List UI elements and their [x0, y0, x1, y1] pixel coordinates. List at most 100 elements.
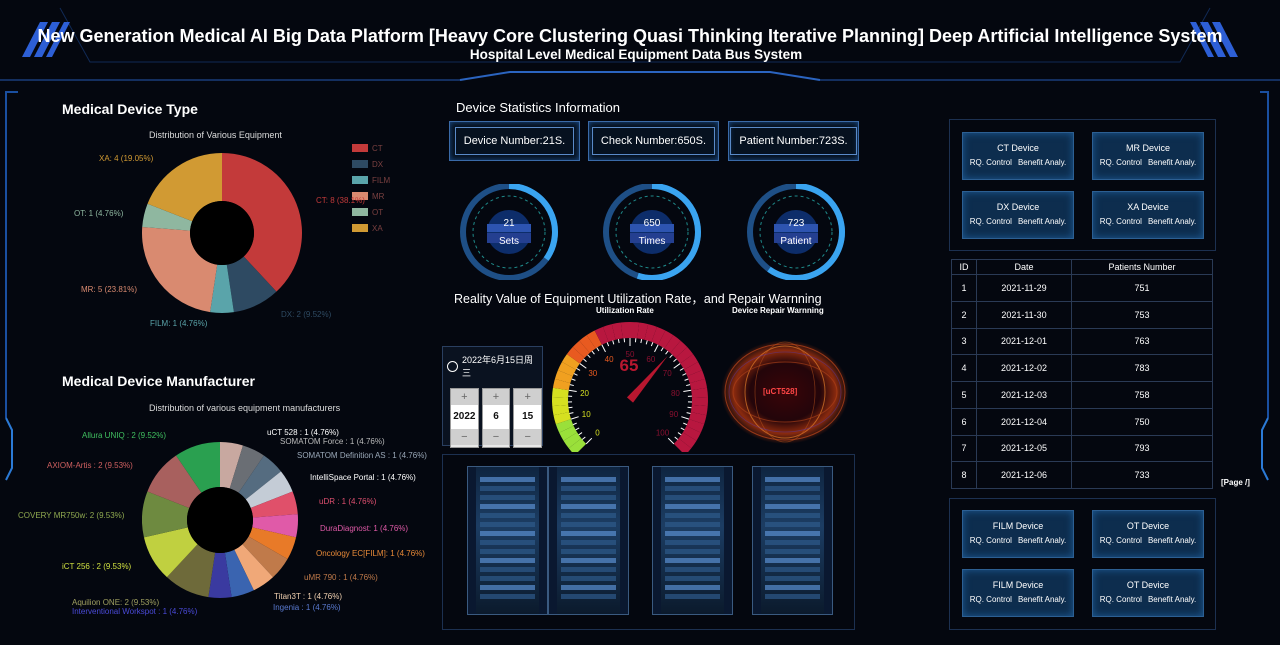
- manufacturer-slice[interactable]: [252, 514, 298, 538]
- device-type-slice[interactable]: [226, 256, 277, 313]
- manufacturer-slice[interactable]: [142, 491, 190, 538]
- manufacturer-slice[interactable]: [238, 455, 281, 500]
- manufacturer-label: uMR 790 : 1 (4.76%): [304, 573, 378, 582]
- manufacturer-slice[interactable]: [250, 491, 298, 518]
- manufacturer-slice[interactable]: [242, 536, 288, 578]
- server-rack-image: [548, 466, 629, 615]
- rq-control-link[interactable]: RQ. Control: [969, 536, 1012, 545]
- month-value[interactable]: 6: [482, 405, 510, 429]
- table-row[interactable]: 2 2021-11-30 753: [951, 300, 1213, 329]
- rq-control-link[interactable]: RQ. Control: [1099, 595, 1142, 604]
- benefit-analysis-link[interactable]: Benefit Analy.: [1017, 536, 1067, 545]
- manufacturer-slice[interactable]: [245, 471, 293, 508]
- device-type-slice[interactable]: [142, 203, 193, 231]
- rq-control-link[interactable]: RQ. Control: [969, 217, 1012, 226]
- legend-item[interactable]: DX: [352, 156, 390, 172]
- device-type-slice[interactable]: [142, 227, 218, 313]
- manufacturer-slice[interactable]: [143, 527, 198, 578]
- cell-patients: 783: [1071, 354, 1213, 382]
- device-type-slice[interactable]: [210, 264, 234, 313]
- year-spinner[interactable]: +2022−: [450, 388, 479, 448]
- stat-gauge-value: 21: [503, 218, 515, 229]
- rq-control-link[interactable]: RQ. Control: [969, 158, 1012, 167]
- device-card[interactable]: XA Device RQ. Control Benefit Analy.: [1092, 191, 1204, 239]
- cell-patients: 753: [1071, 300, 1213, 329]
- legend-item[interactable]: OT: [352, 204, 390, 220]
- manufacturer-slice[interactable]: [229, 445, 264, 493]
- rq-control-link[interactable]: RQ. Control: [969, 595, 1012, 604]
- manufacturer-slice[interactable]: [176, 442, 220, 493]
- manufacturer-label: Interventional Workspot : 1 (4.76%): [72, 607, 198, 616]
- side-frame: [5, 91, 1269, 481]
- date-picker[interactable]: 2022年6月15日周三 +2022− +6− +15−: [442, 346, 543, 448]
- table-row[interactable]: 7 2021-12-05 793: [951, 434, 1213, 463]
- cell-patients: 751: [1071, 274, 1213, 302]
- cell-date: 2021-12-04: [976, 407, 1072, 436]
- benefit-analysis-link[interactable]: Benefit Analy.: [1147, 158, 1197, 167]
- device-card[interactable]: MR Device RQ. Control Benefit Analy.: [1092, 132, 1204, 180]
- year-plus-button[interactable]: +: [451, 389, 478, 405]
- manufacturer-slice[interactable]: [248, 527, 297, 559]
- legend-label: FILM: [372, 175, 391, 185]
- gauge-tick-label: 30: [588, 369, 597, 378]
- header-frame: [0, 7, 1280, 81]
- table-row[interactable]: 4 2021-12-02 783: [951, 354, 1213, 382]
- legend-item[interactable]: FILM: [352, 172, 390, 188]
- device-card-name: MR Device: [1125, 143, 1170, 153]
- gauge-tick-label: 0: [595, 429, 600, 438]
- manufacturer-slice[interactable]: [208, 552, 232, 598]
- rq-control-link[interactable]: RQ. Control: [1099, 158, 1142, 167]
- device-card[interactable]: CT Device RQ. Control Benefit Analy.: [962, 132, 1074, 180]
- device-type-slice[interactable]: [147, 153, 222, 222]
- table-row[interactable]: 1 2021-11-29 751: [951, 274, 1213, 302]
- year-value[interactable]: 2022: [451, 405, 478, 429]
- benefit-analysis-link[interactable]: Benefit Analy.: [1017, 595, 1067, 604]
- benefit-analysis-link[interactable]: Benefit Analy.: [1017, 217, 1067, 226]
- table-row[interactable]: 8 2021-12-06 733: [951, 461, 1213, 489]
- benefit-analysis-link[interactable]: Benefit Analy.: [1147, 595, 1197, 604]
- device-card[interactable]: FILM Device RQ. Control Benefit Analy.: [962, 510, 1074, 558]
- stat-gauge-unit: Times: [638, 236, 666, 247]
- manufacturer-label: AXIOM-Artis : 2 (9.53%): [47, 461, 133, 470]
- table-row[interactable]: 6 2021-12-04 750: [951, 407, 1213, 436]
- manufacturer-slice[interactable]: [224, 549, 254, 598]
- day-value[interactable]: 15: [514, 405, 542, 429]
- day-minus-button[interactable]: −: [514, 429, 542, 445]
- manufacturer-slice[interactable]: [147, 455, 202, 508]
- benefit-analysis-link[interactable]: Benefit Analy.: [1147, 217, 1197, 226]
- table-row[interactable]: 5 2021-12-03 758: [951, 381, 1213, 409]
- year-minus-button[interactable]: −: [451, 429, 478, 445]
- manufacturer-slice[interactable]: [234, 544, 274, 591]
- month-plus-button[interactable]: +: [482, 389, 510, 405]
- device-card[interactable]: OT Device RQ. Control Benefit Analy.: [1092, 510, 1204, 558]
- benefit-analysis-link[interactable]: Benefit Analy.: [1147, 536, 1197, 545]
- device-stats-heading: Device Statistics Information: [456, 100, 621, 115]
- device-type-slice[interactable]: [222, 153, 302, 292]
- repair-warning-title: Device Repair Warnning: [732, 306, 824, 315]
- device-card[interactable]: OT Device RQ. Control Benefit Analy.: [1092, 569, 1204, 617]
- cell-date: 2021-12-05: [976, 434, 1072, 463]
- table-pager[interactable]: [Page /]: [1221, 478, 1250, 487]
- month-spinner[interactable]: +6−: [481, 388, 511, 448]
- legend-item[interactable]: XA: [352, 220, 390, 236]
- month-minus-button[interactable]: −: [482, 429, 510, 445]
- cell-date: 2021-12-06: [976, 461, 1072, 489]
- legend-item[interactable]: CT: [352, 140, 390, 156]
- day-spinner[interactable]: +15−: [513, 388, 543, 448]
- utilization-gauge: 0 10 20 30 40 50 60 70 80 90 100: [552, 322, 708, 452]
- cell-date: 2021-12-02: [976, 354, 1072, 382]
- manufacturer-slice[interactable]: [220, 442, 243, 489]
- stat-gauge-unit: Sets: [498, 236, 519, 247]
- benefit-analysis-link[interactable]: Benefit Analy.: [1017, 158, 1067, 167]
- manufacturer-label: uCT 528 : 1 (4.76%): [267, 428, 339, 437]
- manufacturer-slice[interactable]: [166, 544, 216, 598]
- device-card[interactable]: DX Device RQ. Control Benefit Analy.: [962, 191, 1074, 239]
- legend-label: MR: [372, 191, 385, 201]
- table-row[interactable]: 3 2021-12-01 763: [951, 327, 1213, 356]
- rq-control-link[interactable]: RQ. Control: [1099, 536, 1142, 545]
- legend-item[interactable]: MR: [352, 188, 390, 204]
- day-plus-button[interactable]: +: [514, 389, 542, 405]
- cell-id: 8: [951, 461, 977, 489]
- device-card[interactable]: FILM Device RQ. Control Benefit Analy.: [962, 569, 1074, 617]
- rq-control-link[interactable]: RQ. Control: [1099, 217, 1142, 226]
